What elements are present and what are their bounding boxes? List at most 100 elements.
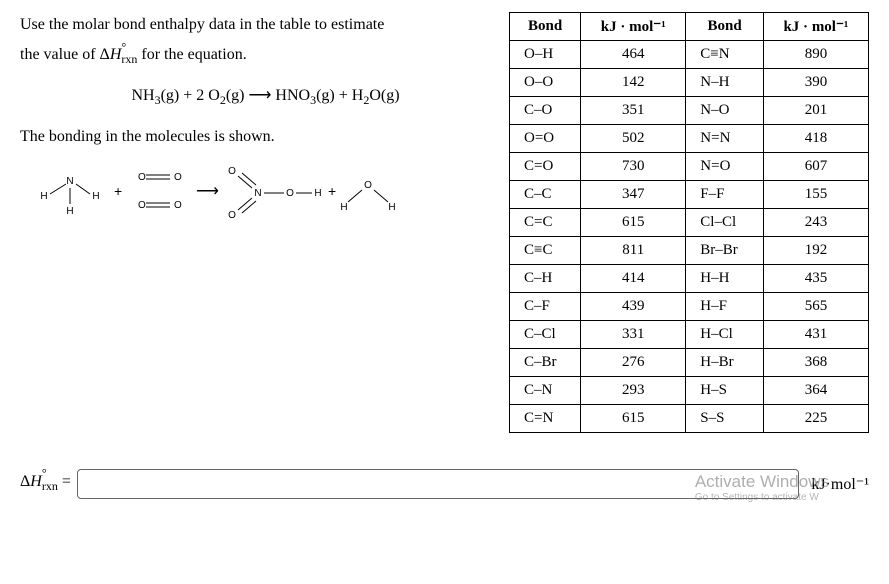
energy-cell: 418 bbox=[763, 125, 868, 153]
rxn-subscript: rxn bbox=[42, 480, 58, 494]
atom-n: N bbox=[254, 188, 261, 199]
atom-o: O bbox=[174, 172, 182, 183]
energy-cell: 142 bbox=[581, 69, 686, 97]
table-row: O=O502N=N418 bbox=[510, 125, 869, 153]
bond-cell: H–H bbox=[686, 265, 764, 293]
atom-h: H bbox=[66, 206, 73, 217]
bonding-text: The bonding in the molecules is shown. bbox=[20, 124, 481, 150]
energy-cell: 439 bbox=[581, 293, 686, 321]
atom-h: H bbox=[340, 202, 347, 213]
atom-o: O bbox=[174, 200, 182, 211]
energy-cell: 155 bbox=[763, 181, 868, 209]
bond-cell: H–Cl bbox=[686, 321, 764, 349]
intro-line-1: Use the molar bond enthalpy data in the … bbox=[20, 12, 481, 38]
table-row: C–F439H–F565 bbox=[510, 293, 869, 321]
bond-cell: N=O bbox=[686, 153, 764, 181]
energy-cell: 502 bbox=[581, 125, 686, 153]
table-row: C–Br276H–Br368 bbox=[510, 349, 869, 377]
bond-cell: C≡C bbox=[510, 237, 581, 265]
bond-cell: N–O bbox=[686, 97, 764, 125]
bond-cell: O–O bbox=[510, 69, 581, 97]
atom-h: H bbox=[388, 202, 395, 213]
plus-icon: + bbox=[328, 183, 336, 199]
table-header-row: Bond kJ · mol⁻¹ Bond kJ · mol⁻¹ bbox=[510, 13, 869, 41]
energy-cell: 201 bbox=[763, 97, 868, 125]
bond-cell: Cl–Cl bbox=[686, 209, 764, 237]
table-row: C–C347F–F155 bbox=[510, 181, 869, 209]
atom-o: O bbox=[228, 210, 236, 221]
bond-cell: C–O bbox=[510, 97, 581, 125]
energy-cell: 607 bbox=[763, 153, 868, 181]
intro-suffix: for the equation. bbox=[137, 46, 246, 63]
table-row: C–H414H–H435 bbox=[510, 265, 869, 293]
energy-cell: 276 bbox=[581, 349, 686, 377]
molecule-diagram: N H H H + O O O O bbox=[26, 160, 481, 247]
answer-label: ΔH°rxn = bbox=[20, 473, 71, 494]
bond-cell: C–Br bbox=[510, 349, 581, 377]
energy-cell: 890 bbox=[763, 41, 868, 69]
atom-h: H bbox=[92, 191, 99, 202]
bond-cell: N=N bbox=[686, 125, 764, 153]
table-row: C–N293H–S364 bbox=[510, 377, 869, 405]
energy-cell: 225 bbox=[763, 405, 868, 433]
energy-cell: 331 bbox=[581, 321, 686, 349]
bond-cell: C–Cl bbox=[510, 321, 581, 349]
energy-cell: 293 bbox=[581, 377, 686, 405]
table-row: C≡C811Br–Br192 bbox=[510, 237, 869, 265]
hno3-molecule: N O O O H bbox=[228, 166, 322, 221]
bond-cell: S–S bbox=[686, 405, 764, 433]
atom-o: O bbox=[138, 200, 146, 211]
o2-molecules: O O O O bbox=[138, 172, 182, 211]
table-row: C=N615S–S225 bbox=[510, 405, 869, 433]
bond-cell: O=O bbox=[510, 125, 581, 153]
energy-cell: 347 bbox=[581, 181, 686, 209]
energy-cell: 730 bbox=[581, 153, 686, 181]
bond-cell: C–N bbox=[510, 377, 581, 405]
energy-cell: 243 bbox=[763, 209, 868, 237]
bond-cell: N–H bbox=[686, 69, 764, 97]
table-row: C–Cl331H–Cl431 bbox=[510, 321, 869, 349]
delta-h-symbol: ΔH°rxn bbox=[100, 46, 138, 63]
atom-h: H bbox=[40, 191, 47, 202]
atom-o: O bbox=[138, 172, 146, 183]
bond-cell: C=O bbox=[510, 153, 581, 181]
bond-cell: H–F bbox=[686, 293, 764, 321]
chemical-equation: NH3(g) + 2 O2(g) ⟶ HNO3(g) + H2O(g) bbox=[50, 83, 481, 110]
equals-sign: = bbox=[58, 473, 71, 490]
atom-o: O bbox=[228, 166, 236, 177]
plus-icon: + bbox=[114, 183, 122, 199]
bond-enthalpy-table: Bond kJ · mol⁻¹ Bond kJ · mol⁻¹ O–H464C≡… bbox=[509, 12, 869, 433]
arrow-icon: ⟶ bbox=[196, 183, 219, 200]
table-row: C–O351N–O201 bbox=[510, 97, 869, 125]
atom-n: N bbox=[66, 176, 73, 187]
bond-cell: C=C bbox=[510, 209, 581, 237]
energy-cell: 368 bbox=[763, 349, 868, 377]
energy-cell: 565 bbox=[763, 293, 868, 321]
bond-cell: H–Br bbox=[686, 349, 764, 377]
bond-cell: C–F bbox=[510, 293, 581, 321]
energy-cell: 615 bbox=[581, 209, 686, 237]
h2o-molecule: O H H bbox=[340, 180, 395, 213]
answer-input[interactable] bbox=[77, 469, 799, 499]
col-energy-1: kJ · mol⁻¹ bbox=[581, 13, 686, 41]
atom-o: O bbox=[286, 188, 294, 199]
bond-cell: F–F bbox=[686, 181, 764, 209]
bond-cell: H–S bbox=[686, 377, 764, 405]
bond-cell: C≡N bbox=[686, 41, 764, 69]
unit-label: kJ·mol⁻¹ bbox=[811, 474, 869, 494]
energy-cell: 390 bbox=[763, 69, 868, 97]
energy-cell: 615 bbox=[581, 405, 686, 433]
atom-o: O bbox=[364, 180, 372, 191]
col-bond-1: Bond bbox=[510, 13, 581, 41]
bond-cell: Br–Br bbox=[686, 237, 764, 265]
atom-h: H bbox=[314, 188, 321, 199]
col-bond-2: Bond bbox=[686, 13, 764, 41]
energy-cell: 464 bbox=[581, 41, 686, 69]
table-row: C=C615Cl–Cl243 bbox=[510, 209, 869, 237]
bond-cell: C–C bbox=[510, 181, 581, 209]
energy-cell: 192 bbox=[763, 237, 868, 265]
intro-line-2: the value of ΔH°rxn for the equation. bbox=[20, 42, 481, 69]
intro-prefix: the value of bbox=[20, 46, 100, 63]
nh3-molecule: N H H H bbox=[40, 176, 99, 217]
bond-cell: C–H bbox=[510, 265, 581, 293]
